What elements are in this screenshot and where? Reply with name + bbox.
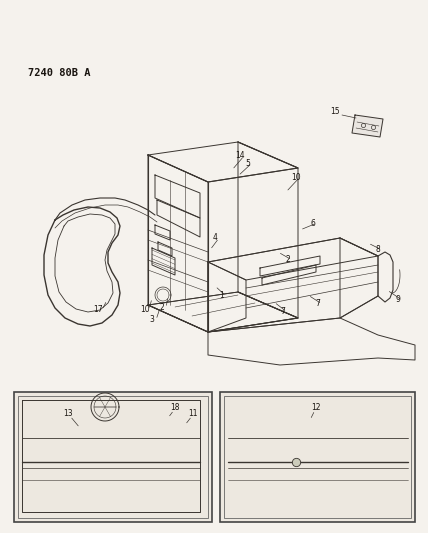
Text: 15: 15: [330, 108, 340, 117]
Text: 9: 9: [395, 295, 401, 304]
Text: 7: 7: [281, 308, 285, 317]
Text: 3: 3: [149, 316, 155, 325]
Text: 14: 14: [235, 151, 245, 160]
Bar: [224, 396, 411, 518]
Polygon shape: [352, 115, 383, 137]
Text: 10: 10: [140, 305, 150, 314]
Text: 8: 8: [376, 246, 380, 254]
Text: 7240 80B A: 7240 80B A: [28, 68, 90, 78]
Text: 18: 18: [170, 402, 180, 411]
Text: 2: 2: [285, 255, 290, 264]
Text: 4: 4: [213, 233, 217, 243]
Bar: [18, 396, 208, 518]
Bar: [220, 392, 415, 522]
Text: 11: 11: [188, 408, 198, 417]
Text: 10: 10: [291, 173, 301, 182]
Bar: [14, 392, 212, 522]
Text: 5: 5: [246, 158, 250, 167]
Text: 12: 12: [311, 402, 321, 411]
Text: 7: 7: [315, 300, 321, 309]
Text: 13: 13: [63, 408, 73, 417]
Text: 2: 2: [160, 303, 164, 312]
Text: 1: 1: [220, 292, 224, 301]
Text: 17: 17: [93, 305, 103, 314]
Text: 6: 6: [311, 219, 315, 228]
